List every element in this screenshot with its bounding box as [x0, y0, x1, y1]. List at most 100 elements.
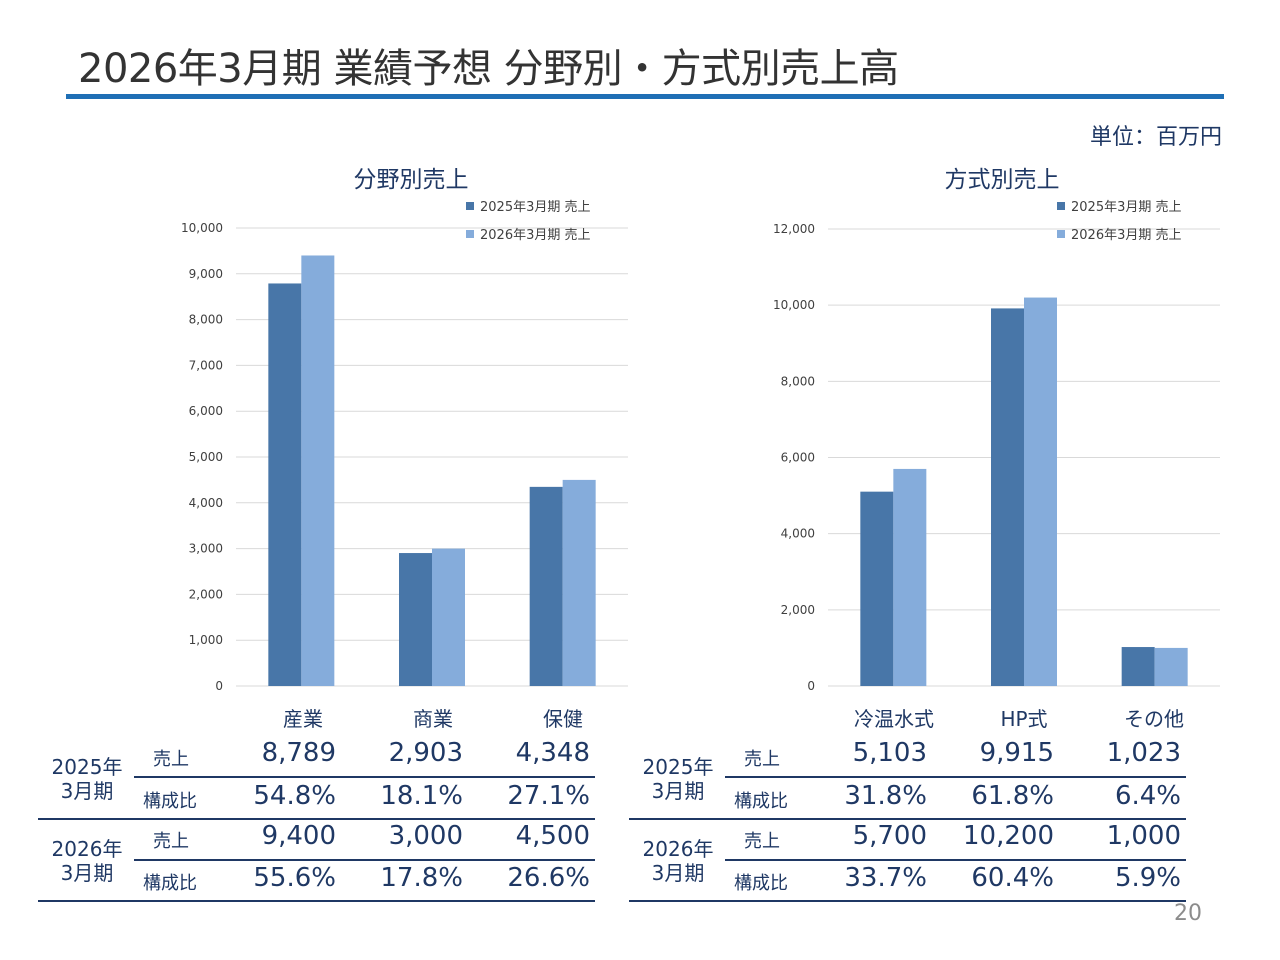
table-cell: 17.8% — [380, 863, 463, 893]
bar — [1024, 297, 1057, 686]
period-label: 2026年 3月期 — [42, 837, 132, 885]
table-cell: 60.4% — [971, 863, 1054, 893]
table-cell: 6.4% — [1114, 781, 1181, 811]
table-cell: 61.8% — [971, 781, 1054, 811]
legend-swatch — [1057, 202, 1065, 210]
y-tick-label: 0 — [807, 679, 815, 693]
bar — [860, 491, 894, 686]
table-cell: 4,500 — [515, 821, 590, 851]
row-label-sales: 売上 — [744, 831, 780, 852]
chart-title-method: 方式別売上 — [944, 167, 1060, 193]
chart-title-field: 分野別売上 — [353, 167, 469, 193]
row-divider — [725, 776, 1186, 778]
category-label: 商業 — [413, 707, 453, 731]
bar — [991, 308, 1024, 686]
period-label: 2025年 3月期 — [633, 755, 723, 803]
table-bottom-rule — [38, 900, 595, 902]
table-cell: 4,348 — [515, 738, 590, 768]
legend-label: 2026年3月期 売上 — [480, 227, 591, 243]
group-divider — [38, 818, 595, 820]
bar — [562, 479, 596, 686]
group-divider — [629, 818, 1186, 820]
table-cell: 1,023 — [1106, 738, 1181, 768]
y-tick-label: 10,000 — [773, 298, 815, 312]
table-cell: 18.1% — [380, 781, 463, 811]
y-tick-label: 5,000 — [189, 450, 223, 464]
category-label: 産業 — [283, 707, 323, 731]
bar — [268, 283, 302, 686]
y-tick-label: 2,000 — [189, 587, 223, 601]
table-cell: 33.7% — [844, 863, 927, 893]
title-underline — [66, 94, 1224, 99]
bar — [529, 486, 563, 686]
bar — [1154, 647, 1188, 686]
legend-label: 2026年3月期 売上 — [1071, 227, 1182, 243]
table-cell: 54.8% — [253, 781, 336, 811]
page-number: 20 — [1174, 901, 1202, 926]
row-label-ratio: 構成比 — [143, 873, 197, 894]
row-label-sales: 売上 — [744, 749, 780, 770]
legend-swatch — [1057, 230, 1065, 238]
legend-swatch — [466, 230, 474, 238]
bar — [301, 255, 335, 687]
period-label: 2026年 3月期 — [633, 837, 723, 885]
y-tick-label: 0 — [215, 679, 223, 693]
table-cell: 26.6% — [507, 863, 590, 893]
table-cell: 9,400 — [261, 821, 336, 851]
table-cell: 8,789 — [261, 738, 336, 768]
unit-label: 単位：百万円 — [1089, 125, 1222, 150]
bar — [432, 548, 465, 686]
period-label: 2025年 3月期 — [42, 755, 132, 803]
period-term: 3月期 — [651, 861, 705, 885]
y-tick-label: 4,000 — [189, 496, 223, 510]
y-tick-label: 10,000 — [181, 221, 223, 235]
category-label: HP式 — [1000, 707, 1048, 731]
y-tick-label: 7,000 — [189, 358, 223, 372]
y-tick-label: 2,000 — [781, 603, 815, 617]
y-tick-label: 4,000 — [781, 527, 815, 541]
row-divider — [134, 776, 595, 778]
table-cell: 5,700 — [852, 821, 927, 851]
table-cell: 31.8% — [844, 781, 927, 811]
table-cell: 1,000 — [1106, 821, 1181, 851]
legend-label: 2025年3月期 売上 — [480, 199, 591, 215]
legend-label: 2025年3月期 売上 — [1071, 199, 1182, 215]
table-cell: 9,915 — [979, 738, 1054, 768]
table-cell: 5.9% — [1114, 863, 1181, 893]
table-cell: 2,903 — [388, 738, 463, 768]
row-label-sales: 売上 — [153, 831, 189, 852]
row-label-sales: 売上 — [153, 749, 189, 770]
legend-swatch — [466, 202, 474, 210]
page-title: 2026年3月期 業績予想 分野別・方式別売上高 — [78, 46, 899, 92]
row-label-ratio: 構成比 — [734, 791, 788, 812]
table-bottom-rule — [629, 900, 1186, 902]
y-tick-label: 12,000 — [773, 222, 815, 236]
bar — [399, 553, 432, 686]
table-cell: 10,200 — [963, 821, 1054, 851]
row-label-ratio: 構成比 — [143, 791, 197, 812]
y-tick-label: 9,000 — [189, 267, 223, 281]
y-tick-label: 1,000 — [189, 633, 223, 647]
period-term: 3月期 — [60, 779, 114, 803]
period-year: 2026年 — [51, 837, 123, 861]
table-cell: 27.1% — [507, 781, 590, 811]
period-year: 2025年 — [51, 755, 123, 779]
row-divider — [134, 859, 595, 861]
table-cell: 5,103 — [852, 738, 927, 768]
category-label: 保健 — [543, 707, 583, 731]
bar — [893, 468, 927, 686]
period-term: 3月期 — [60, 861, 114, 885]
category-label: 冷温水式 — [854, 707, 934, 731]
y-tick-label: 6,000 — [781, 451, 815, 465]
period-year: 2026年 — [642, 837, 714, 861]
y-tick-label: 3,000 — [189, 542, 223, 556]
period-year: 2025年 — [642, 755, 714, 779]
y-tick-label: 6,000 — [189, 404, 223, 418]
row-label-ratio: 構成比 — [734, 873, 788, 894]
table-cell: 55.6% — [253, 863, 336, 893]
y-tick-label: 8,000 — [189, 313, 223, 327]
table-cell: 3,000 — [388, 821, 463, 851]
period-term: 3月期 — [651, 779, 705, 803]
row-divider — [725, 859, 1186, 861]
